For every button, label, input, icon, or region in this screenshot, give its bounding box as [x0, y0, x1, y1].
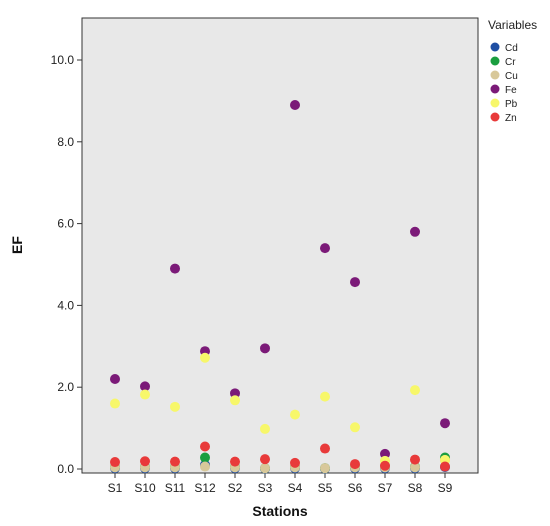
point-fe-s2: [230, 388, 240, 399]
point-fe-s6: [350, 277, 360, 288]
point-zn-s2: [230, 456, 240, 467]
y-tick-label: 6.0: [57, 217, 74, 231]
x-tick-label: S1: [108, 481, 123, 495]
point-cr-s12: [200, 452, 210, 463]
legend-label-fe: Fe: [505, 85, 517, 96]
legend-marker-cu: [490, 70, 500, 80]
point-cu-s12: [200, 461, 210, 472]
point-cu-s8: [410, 462, 420, 473]
point-zn-s3: [260, 454, 270, 465]
legend-label-zn: Zn: [505, 113, 517, 124]
x-tick-label: S10: [134, 481, 156, 495]
x-tick-label: S5: [318, 481, 333, 495]
point-pb-s11: [170, 401, 180, 412]
point-zn-s1: [110, 457, 120, 468]
point-pb-s1: [110, 398, 120, 409]
y-tick-label: 8.0: [57, 135, 74, 149]
point-zn-s8: [410, 454, 420, 465]
y-axis: 0.0 2.0 4.0 6.0 8.0 10.0: [51, 53, 82, 476]
y-tick-label: 0.0: [57, 462, 74, 476]
point-zn-s4: [290, 457, 300, 468]
point-pb-s10: [140, 389, 150, 400]
x-tick-label: S7: [378, 481, 393, 495]
point-pb-s6: [350, 422, 360, 433]
legend-label-cr: Cr: [505, 57, 516, 68]
point-cu-s5: [320, 463, 330, 474]
legend-label-cu: Cu: [505, 71, 518, 82]
point-zn-s5: [320, 443, 330, 454]
point-pb-s4: [290, 409, 300, 420]
legend-marker-cr: [490, 56, 500, 66]
point-fe-s9: [440, 418, 450, 429]
legend-label-cd: Cd: [505, 43, 518, 54]
legend-marker-zn: [490, 112, 500, 122]
point-pb-s5: [320, 391, 330, 402]
point-pb-s2: [230, 395, 240, 406]
point-zn-s9: [440, 461, 450, 472]
x-tick-label: S2: [228, 481, 243, 495]
x-tick-label: S11: [165, 481, 186, 495]
point-zn-s7: [380, 460, 390, 471]
data-points: [110, 99, 450, 474]
y-tick-label: 10.0: [51, 53, 75, 67]
legend-marker-fe: [490, 84, 500, 94]
x-axis-title: Stations: [252, 503, 307, 519]
point-fe-s4: [290, 99, 300, 110]
legend-marker-cd: [490, 42, 500, 52]
point-fe-s1: [110, 374, 120, 385]
plot-area: [81, 17, 479, 474]
point-fe-s10: [140, 381, 150, 392]
y-axis-title: EF: [9, 236, 25, 254]
x-axis: S1 S10 S11 S12 S2 S3 S4 S5 S6 S7 S8 S9: [108, 473, 453, 495]
point-pb-s3: [260, 423, 270, 434]
point-pb-s8: [410, 385, 420, 396]
legend: Variables Cd Cr Cu Fe Pb Zn: [488, 18, 537, 124]
point-fe-s5: [320, 243, 330, 254]
point-zn-s11: [170, 456, 180, 467]
legend-marker-pb: [490, 98, 500, 108]
point-fe-s8: [410, 226, 420, 237]
point-cu-s3: [260, 463, 270, 474]
point-pb-s12: [200, 352, 210, 363]
point-zn-s10: [140, 456, 150, 467]
x-tick-label: S4: [288, 481, 303, 495]
x-tick-label: S8: [408, 481, 423, 495]
x-tick-label: S3: [258, 481, 273, 495]
point-zn-s12: [200, 441, 210, 452]
point-zn-s6: [350, 459, 360, 470]
point-fe-s7: [380, 448, 390, 459]
y-tick-label: 2.0: [57, 380, 74, 394]
legend-title: Variables: [488, 18, 537, 32]
x-tick-label: S6: [348, 481, 363, 495]
point-fe-s11: [170, 263, 180, 274]
point-fe-s3: [260, 343, 270, 354]
x-tick-label: S12: [194, 481, 216, 495]
x-tick-label: S9: [438, 481, 453, 495]
y-tick-label: 4.0: [57, 298, 74, 312]
legend-label-pb: Pb: [505, 99, 518, 110]
legend-items: Cd Cr Cu Fe Pb Zn: [490, 42, 518, 124]
